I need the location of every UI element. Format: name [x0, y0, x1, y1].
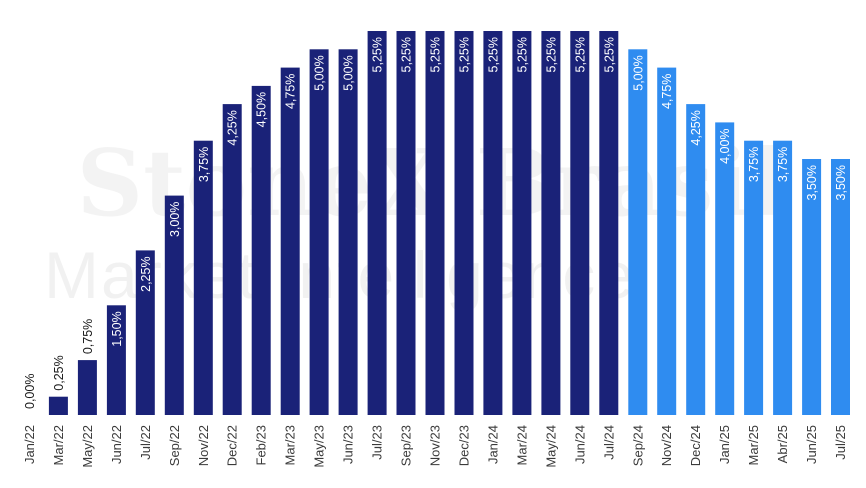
x-tick-label: Nov/22: [196, 425, 211, 466]
bars-group: [48, 31, 850, 416]
x-tick-label: Feb/23: [254, 425, 269, 465]
bar-Mar/23: [280, 67, 300, 415]
data-label: 5,25%: [457, 37, 471, 72]
data-label: 5,25%: [544, 37, 558, 72]
bar-Jul/22: [135, 250, 155, 415]
x-tick-label: Sep/24: [630, 425, 645, 466]
bar-Jun/23: [338, 49, 358, 416]
x-tick-label: Jul/24: [601, 425, 616, 460]
bar-Jul/24: [599, 31, 619, 415]
x-tick-label: Jul/23: [370, 425, 385, 460]
bar-May/23: [309, 49, 329, 416]
data-label: 4,25%: [689, 110, 703, 145]
data-label: 2,25%: [139, 256, 153, 291]
data-label: 4,25%: [226, 110, 240, 145]
x-tick-label: Jul/25: [833, 425, 848, 460]
data-label: 3,75%: [776, 147, 790, 182]
x-tick-label: Jan/25: [717, 425, 732, 464]
x-tick-label: Nov/23: [428, 425, 443, 466]
x-tick-label: Dec/22: [225, 425, 240, 466]
data-label: 5,25%: [429, 37, 443, 72]
data-label: 5,00%: [313, 55, 327, 90]
bar-Sep/24: [628, 49, 648, 416]
x-tick-label: May/23: [312, 425, 327, 468]
bar-Nov/24: [657, 67, 677, 415]
bar-May/24: [541, 31, 561, 415]
bar-Nov/23: [425, 31, 445, 415]
x-tick-label: Jul/22: [138, 425, 153, 460]
data-label: 5,25%: [602, 37, 616, 72]
x-tick-label: Sep/23: [399, 425, 414, 466]
bar-Dec/23: [454, 31, 474, 415]
data-label: 4,50%: [255, 92, 269, 127]
x-tick-label: Jun/22: [109, 425, 124, 464]
data-label: 5,00%: [631, 55, 645, 90]
data-label: 0,00%: [23, 374, 37, 409]
bar-Jan/25: [715, 122, 735, 416]
bar-May/22: [77, 360, 97, 415]
bar-Jun/24: [570, 31, 590, 415]
x-tick-label: Dec/23: [456, 425, 471, 466]
bar-Jun/22: [106, 305, 126, 415]
bar-Mar/24: [512, 31, 532, 415]
x-tick-label: Jun/25: [804, 425, 819, 464]
x-tick-label: Mar/22: [51, 425, 66, 465]
x-axis-tick-labels: Jan/22 Mar/22 May/22 Jun/22 Jul/22 Sep/22 Nov/…: [22, 425, 848, 468]
bar-Nov/22: [193, 140, 213, 415]
data-label: 3,50%: [805, 165, 819, 200]
bar-Mar/25: [744, 140, 764, 415]
data-label: 5,25%: [486, 37, 500, 72]
x-tick-label: Jan/22: [22, 425, 37, 464]
bar-Sep/23: [396, 31, 416, 415]
bar-Dec/24: [686, 104, 706, 415]
x-tick-label: Mar/23: [283, 425, 298, 465]
data-label: 4,00%: [718, 128, 732, 163]
x-tick-label: Mar/25: [746, 425, 761, 465]
data-labels-group: 0,00% 0,25% 0,75% 1,50% 2,25% 3,00% 3,75% 4,25%…: [23, 37, 848, 409]
x-tick-label: Mar/24: [514, 425, 529, 465]
x-tick-label: Jun/23: [341, 425, 356, 464]
data-label: 4,75%: [660, 74, 674, 109]
bar-Jan/24: [483, 31, 503, 415]
bar-Mar/22: [48, 396, 68, 415]
data-label: 0,25%: [52, 355, 66, 390]
bar-Sep/22: [164, 195, 184, 415]
bar-Jun/25: [802, 159, 822, 415]
data-label: 5,00%: [342, 55, 356, 90]
data-label: 3,75%: [197, 147, 211, 182]
data-label: 5,25%: [515, 37, 529, 72]
x-tick-label: Abr/25: [775, 425, 790, 463]
data-label: 5,25%: [371, 37, 385, 72]
x-tick-label: May/24: [543, 425, 558, 468]
data-label: 4,75%: [284, 74, 298, 109]
bar-Jul/23: [367, 31, 387, 415]
x-tick-label: Dec/24: [688, 425, 703, 466]
x-tick-label: Nov/24: [659, 425, 674, 466]
x-tick-label: Sep/22: [167, 425, 182, 466]
bar-Dec/22: [222, 104, 242, 415]
bar-Jul/25: [831, 159, 850, 415]
data-label: 1,50%: [110, 311, 124, 346]
x-tick-label: May/22: [80, 425, 95, 468]
data-label: 3,50%: [834, 165, 848, 200]
data-label: 5,25%: [573, 37, 587, 72]
data-label: 0,75%: [81, 319, 95, 354]
x-tick-label: Jan/24: [485, 425, 500, 464]
x-tick-label: Jun/24: [572, 425, 587, 464]
data-label: 5,25%: [400, 37, 414, 72]
bar-Abr/25: [773, 140, 793, 415]
data-label: 3,75%: [747, 147, 761, 182]
data-label: 3,00%: [168, 202, 182, 237]
bar-Feb/23: [251, 85, 271, 416]
